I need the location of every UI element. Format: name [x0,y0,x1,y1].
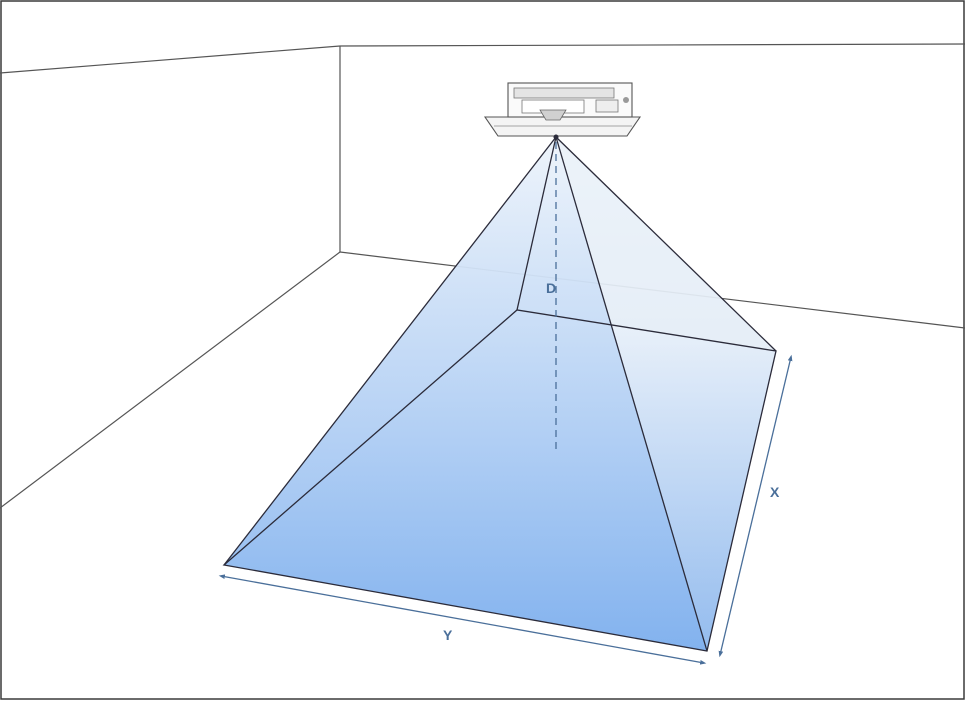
ceiling-scanner-icon [483,82,642,140]
beam-edge-back-left [516,136,557,311]
beam-front-face [224,137,707,651]
floor-left-edge [0,251,341,509]
length-label: Y [443,627,453,643]
beam-edge-front-left [223,136,557,566]
ceiling-left-edge [0,45,341,74]
beam-edge-front-right [555,136,708,652]
width-label: X [770,484,780,500]
length-dimension-arrow [218,574,707,665]
ceiling-back-edge [339,43,965,47]
distance-label: D [546,280,556,296]
beam-edge-back-right [555,136,777,352]
width-dimension-arrow [718,354,793,658]
